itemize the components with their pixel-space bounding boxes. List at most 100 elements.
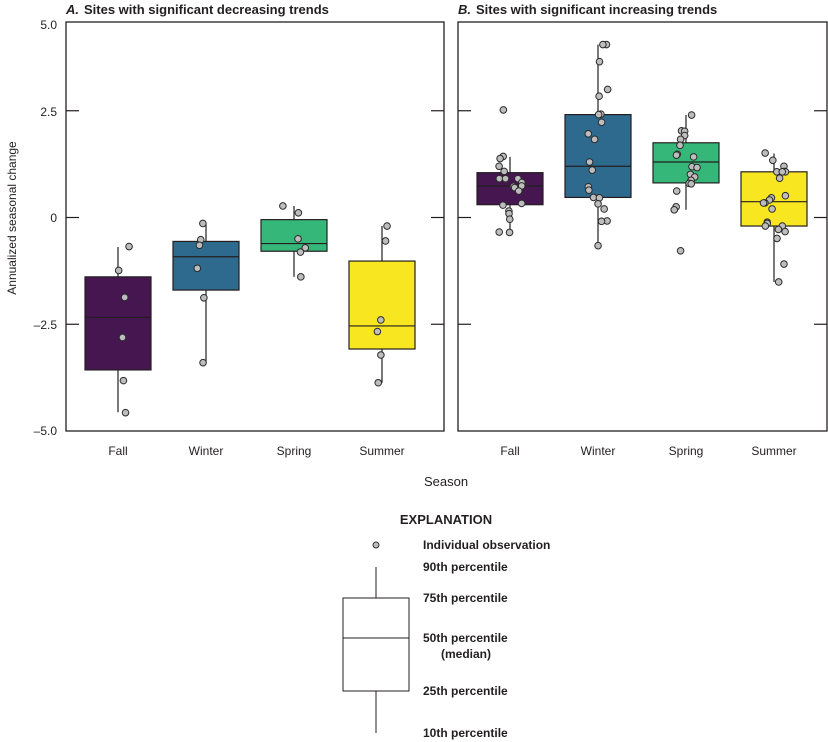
observation-point [588,166,597,174]
observation-point [597,118,606,127]
observation-point [594,200,602,208]
observation-point [759,199,768,207]
observation-point [114,266,123,275]
x-tick-label: Spring [669,444,704,458]
box-spring [652,142,720,184]
legend-label-p50: 50th percentile [423,631,508,645]
y-tick-label: 2.5 [40,105,57,119]
observation-point [672,187,681,195]
observation-point [595,92,603,101]
observation-point [377,316,385,324]
observation-point [195,241,204,250]
x-tick-label: Fall [500,444,519,458]
observation-point [297,273,305,281]
observation-point [584,130,593,138]
x-tick-label: Winter [189,444,224,458]
observation-point [495,162,503,171]
box-winter [564,113,632,199]
observation-point [600,205,608,213]
y-axis-title: Annualized seasonal change [5,141,19,295]
observation-point [499,106,508,114]
box-spring [260,219,328,252]
observation-point [781,227,789,236]
observation-point [599,40,607,49]
panel-a-letter: A. [65,2,79,17]
legend: EXPLANATION Individual observation 90th … [342,512,550,740]
x-tick-label: Summer [751,444,796,458]
observation-point [294,235,302,243]
observation-point [505,215,514,224]
observation-point [279,202,287,210]
observation-point [373,327,382,336]
observation-point [301,244,310,252]
x-tick-label: Fall [108,444,127,458]
observation-point [505,228,514,237]
observation-point [120,293,129,302]
observation-point [761,222,770,230]
y-tick-label: 0 [50,211,57,225]
observation-point [383,222,391,230]
observation-point [769,156,777,165]
observation-point [500,167,508,176]
observation-point [768,205,776,213]
panel-a-title-text: Sites with significant decreasing trends [84,2,329,17]
observation-point [585,158,594,166]
observation-point [199,219,207,228]
x-tick-label: Spring [277,444,312,458]
observation-point [595,194,604,202]
legend-label-p25: 25th percentile [423,684,508,698]
legend-label-p90: 90th percentile [423,560,508,574]
legend-title: EXPLANATION [400,512,492,527]
observation-point [199,358,207,367]
observation-point [381,237,390,245]
observation-point [590,135,599,144]
observation-point [778,168,787,176]
box-winter [172,240,240,291]
box-fall [476,172,544,206]
observation-point [121,408,130,417]
x-axis-title: Season [424,474,468,489]
observation-point [514,187,523,195]
y-tick-label: 5.0 [40,18,57,32]
observation-point [118,333,127,342]
legend-label-p75: 75th percentile [423,591,508,605]
observation-point [119,376,128,385]
x-tick-label: Winter [581,444,616,458]
observation-point [585,186,593,194]
observation-point [781,191,790,200]
observation-point [761,149,769,157]
observation-point [775,174,784,183]
observation-point [595,57,604,66]
observation-point [687,179,696,188]
observation-point [517,199,526,208]
observation-point [374,378,383,387]
observation-point [594,110,603,119]
observation-point [294,209,303,217]
panel-b-title-text: Sites with significant increasing trends [476,2,717,17]
observation-point [603,85,612,94]
observation-point [773,234,781,243]
observation-point [377,351,385,359]
observation-point [689,153,698,161]
y-tick-label: –2.5 [34,318,58,332]
panel-a-title: A. Sites with significant decreasing tren… [65,2,329,17]
y-tick-label: –5.0 [34,424,58,438]
observation-point [597,217,606,226]
x-tick-label: Summer [359,444,404,458]
observation-point [496,154,504,163]
observation-point [672,151,681,159]
observation-point [676,141,684,150]
observation-point [780,260,788,268]
observation-point [200,293,208,302]
box-fall [84,276,152,371]
observation-point [774,225,783,234]
observation-point [774,278,783,286]
observation-point [125,242,133,251]
legend-label-observation: Individual observation [423,538,550,552]
observation-point [693,163,701,172]
panel-b-letter: B. [458,2,471,17]
observation-point [193,264,202,273]
observation-point [499,201,507,209]
observation-point [670,206,679,214]
